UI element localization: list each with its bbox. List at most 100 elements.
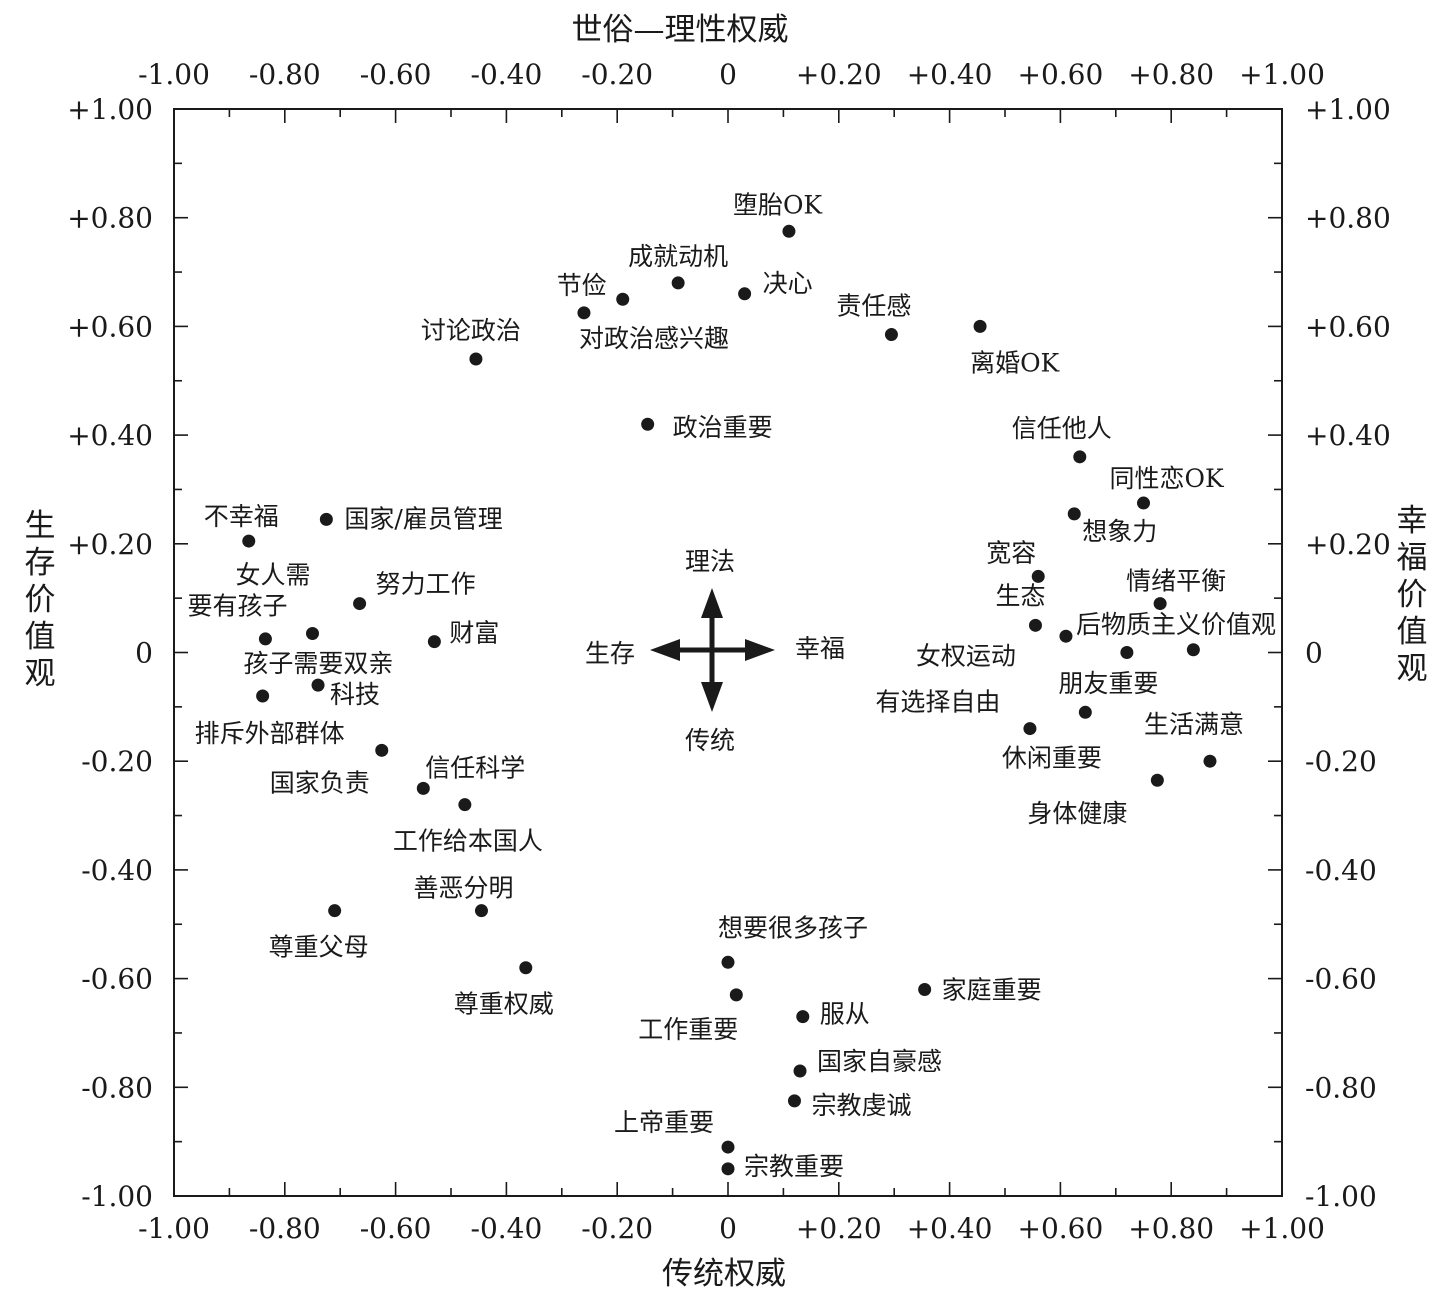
- point-label: 家庭重要: [942, 975, 1042, 1004]
- point-label: 堕胎OK: [733, 190, 823, 219]
- data-point: 宗教虔诚: [787, 1091, 911, 1120]
- point-label: 信任他人: [1012, 414, 1112, 443]
- point-label: 善恶分明: [413, 874, 513, 903]
- point-marker: [1073, 450, 1087, 464]
- data-point: 上帝重要: [614, 1108, 735, 1154]
- point-marker: [416, 781, 430, 795]
- y-tick-label-right: -0.80: [1305, 1071, 1377, 1104]
- data-point: 善恶分明: [413, 874, 513, 918]
- point-marker: [721, 1162, 735, 1176]
- point-label: 同性恋OK: [1110, 464, 1225, 493]
- point-marker: [721, 1140, 735, 1154]
- data-point: 女权运动: [916, 642, 1134, 671]
- point-label: 成就动机: [628, 242, 728, 271]
- data-point: 生活满意: [1144, 710, 1244, 768]
- y-tick-label-right: -0.60: [1305, 963, 1377, 996]
- y-tick-label-left: -1.00: [81, 1180, 153, 1213]
- top-axis-title: 世俗—理性权威: [572, 12, 789, 48]
- y-tick-label-right: +0.60: [1305, 310, 1391, 343]
- point-label: 身体健康: [1027, 799, 1127, 828]
- tick-labels: -1.00-1.00-0.80-0.80-0.60-0.60-0.40-0.40…: [67, 58, 1391, 1245]
- data-point: 情绪平衡: [1126, 567, 1226, 611]
- point-label: 孩子需要双亲: [243, 649, 393, 678]
- x-tick-label-bottom: -0.20: [581, 1212, 653, 1245]
- point-label: 有选择自由: [875, 687, 1000, 716]
- point-marker: [577, 306, 591, 320]
- point-marker: [1150, 773, 1164, 787]
- point-label: 生活满意: [1144, 710, 1244, 739]
- x-tick-label-top: 0: [719, 58, 737, 91]
- compass-arrowhead-up: [701, 588, 723, 618]
- y-tick-label-left: +0.80: [67, 202, 153, 235]
- point-marker: [671, 276, 685, 290]
- data-point: 同性恋OK: [1110, 464, 1225, 510]
- x-tick-label-top: -0.80: [249, 58, 321, 91]
- point-label: 后物质主义价值观: [1076, 610, 1276, 639]
- point-label: 国家/雇员管理: [344, 504, 502, 533]
- x-tick-label-bottom: +0.20: [796, 1212, 882, 1245]
- point-marker: [1023, 722, 1037, 736]
- data-point: 努力工作: [353, 570, 476, 611]
- point-marker: [729, 988, 743, 1002]
- data-point: 家庭重要: [918, 975, 1042, 1004]
- x-tick-label-top: +1.00: [1239, 58, 1325, 91]
- compass: 理法 传统 生存 幸福: [585, 547, 845, 755]
- point-marker: [738, 287, 752, 301]
- x-tick-label-top: +0.80: [1128, 58, 1214, 91]
- point-marker: [1028, 618, 1042, 632]
- data-point: 政治重要: [641, 413, 773, 442]
- data-point: 财富: [427, 619, 499, 649]
- tick-marks: [173, 108, 1283, 1197]
- x-tick-label-bottom: -0.80: [249, 1212, 321, 1245]
- data-point: 工作给本国人: [393, 798, 543, 856]
- point-label: 休闲重要: [1002, 744, 1102, 773]
- point-marker: [256, 689, 270, 703]
- x-tick-label-top: +0.20: [796, 58, 882, 91]
- point-label: 财富: [449, 619, 499, 648]
- x-tick-label-top: -0.40: [470, 58, 542, 91]
- data-point: 想要很多孩子: [718, 913, 868, 969]
- data-point: 国家负责: [270, 743, 389, 797]
- y-tick-label-right: +0.20: [1305, 528, 1391, 561]
- data-point: 孩子需要双亲: [243, 632, 393, 678]
- point-label: 工作重要: [638, 1015, 738, 1044]
- point-marker: [519, 961, 533, 975]
- data-point: 不幸福: [204, 502, 279, 548]
- point-label: 服从: [820, 1000, 870, 1029]
- point-label: 努力工作: [376, 570, 476, 599]
- point-marker: [1120, 646, 1134, 659]
- compass-label-down: 传统: [685, 726, 735, 755]
- y-tick-label-right: 0: [1305, 637, 1323, 670]
- point-marker: [1186, 643, 1200, 657]
- point-marker: [787, 1094, 801, 1108]
- point-marker: [796, 1010, 810, 1024]
- point-label: 工作给本国人: [393, 827, 543, 856]
- data-point: 身体健康: [1027, 773, 1164, 828]
- point-marker: [1153, 597, 1167, 611]
- x-tick-label-bottom: +1.00: [1239, 1212, 1325, 1245]
- x-tick-label-bottom: -1.00: [138, 1212, 210, 1245]
- y-tick-label-left: +0.40: [67, 419, 153, 452]
- point-marker: [242, 534, 256, 548]
- point-marker: [319, 512, 333, 526]
- compass-arrowhead-left: [650, 639, 680, 661]
- data-point: 有选择自由: [875, 687, 1092, 719]
- point-marker: [1059, 629, 1073, 643]
- data-point: 休闲重要: [1002, 722, 1102, 773]
- x-tick-label-bottom: 0: [719, 1212, 737, 1245]
- x-tick-label-top: -1.00: [138, 58, 210, 91]
- point-marker: [782, 224, 796, 238]
- data-point: 信任他人: [1012, 414, 1112, 464]
- point-marker: [1031, 569, 1045, 583]
- point-marker: [616, 292, 630, 306]
- point-marker: [306, 626, 319, 640]
- compass-label-up: 理法: [685, 547, 735, 576]
- data-point: 责任感: [836, 292, 911, 342]
- point-marker: [884, 328, 898, 342]
- x-tick-label-top: +0.60: [1017, 58, 1103, 91]
- bottom-axis-title: 传统权威: [662, 1256, 786, 1292]
- data-point: 成就动机: [628, 242, 728, 290]
- x-tick-label-top: +0.40: [907, 58, 993, 91]
- y-tick-label-left: +1.00: [67, 93, 153, 126]
- point-label: 宽容: [986, 538, 1036, 567]
